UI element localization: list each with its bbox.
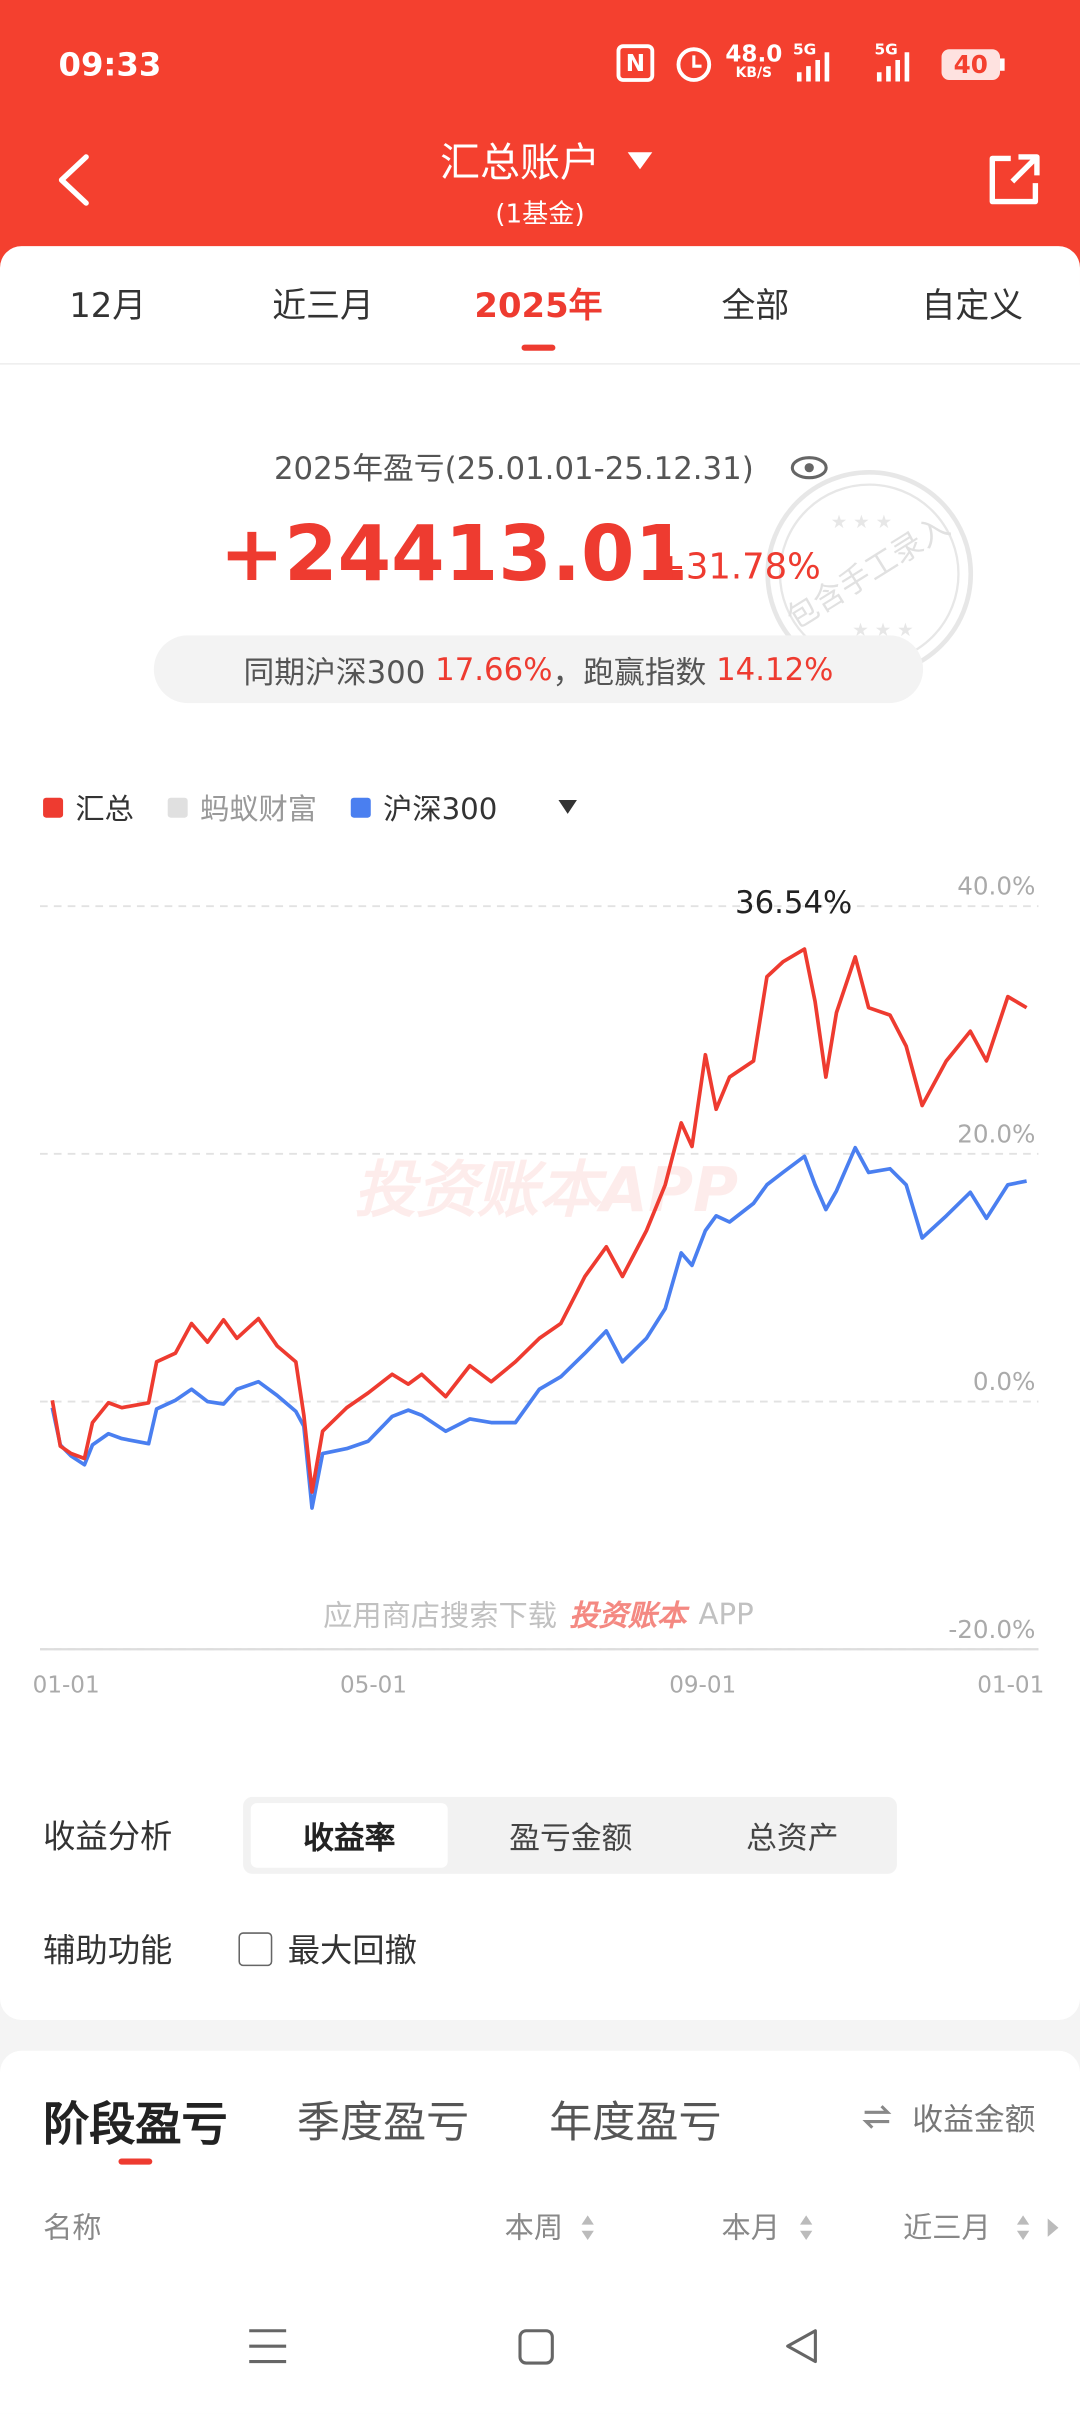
- benchmark-middle: ，跑赢指数: [552, 653, 707, 690]
- eye-outline: [790, 456, 828, 480]
- profit-amount: +24413.01: [219, 509, 689, 599]
- analysis-label: 收益分析: [43, 1818, 173, 1856]
- tools-label: 辅助功能: [43, 1932, 173, 1970]
- status-icons: N: [616, 44, 1005, 82]
- network-speed: 48.0: [725, 39, 783, 68]
- alarm-icon: [676, 47, 712, 82]
- alarm-hands: [692, 55, 702, 68]
- header-title[interactable]: 汇总账户: [439, 140, 601, 187]
- home-icon: [518, 2329, 554, 2365]
- sort-arrows: [799, 2215, 813, 2240]
- visibility-toggle[interactable]: [789, 454, 829, 482]
- speed-unit: KB/S: [735, 66, 773, 82]
- legend-swatch: [167, 797, 188, 818]
- period-tab[interactable]: 全部: [721, 287, 790, 327]
- divider: [0, 363, 1080, 365]
- watermark-hint: 应用商店搜索下载: [323, 1599, 557, 1634]
- watermark-app: APP: [698, 1596, 754, 1631]
- battery-level: 40: [953, 49, 988, 80]
- nav-home[interactable]: [517, 2328, 557, 2368]
- nfc-icon: [616, 44, 655, 82]
- sort-icon: [1016, 2215, 1059, 2240]
- toggle-icon[interactable]: [862, 2103, 893, 2131]
- nav-back[interactable]: [782, 2326, 822, 2366]
- sort-icon: [799, 2215, 813, 2240]
- period-tab[interactable]: 近三月: [272, 287, 374, 327]
- eye-pupil: [804, 463, 814, 473]
- column-header[interactable]: 本周: [504, 2211, 564, 2246]
- profit-tab-underline: [118, 2158, 153, 2165]
- battery-tip: [999, 58, 1005, 71]
- analysis-option[interactable]: 收益率: [303, 1819, 396, 1857]
- profit-tab[interactable]: 年度盈亏: [549, 2096, 722, 2148]
- period-tab[interactable]: 2025年: [474, 287, 603, 327]
- nav-bar: [0, 2292, 1080, 2414]
- nfc-glyph: N: [626, 51, 645, 77]
- legend-item[interactable]: 蚂蚁财富: [167, 787, 317, 829]
- back-arrow: [58, 154, 89, 206]
- checkbox[interactable]: [238, 1932, 273, 1967]
- dropdown-triangle: [627, 152, 653, 170]
- legend: 汇总 蚂蚁财富 沪深300: [43, 787, 497, 829]
- header-subtitle: (1基金): [495, 199, 585, 230]
- column-header[interactable]: 本月: [721, 2211, 781, 2246]
- legend-item[interactable]: 汇总: [43, 787, 134, 829]
- battery-icon: [941, 49, 1000, 80]
- watermark-download: 应用商店搜索下载 投资账本 APP: [323, 1593, 754, 1635]
- menu-icon: [249, 2329, 287, 2364]
- profit-tab[interactable]: 阶段盈亏: [43, 2098, 228, 2153]
- toggle-label[interactable]: 收益金额: [912, 2100, 1036, 2138]
- nav-menu[interactable]: [246, 2326, 289, 2366]
- legend-item[interactable]: 沪深300: [350, 787, 498, 829]
- period-tab[interactable]: 12月: [69, 287, 147, 327]
- back-icon: [786, 2329, 817, 2364]
- signal-label: 5G: [792, 42, 817, 60]
- share-icon: [989, 154, 1040, 205]
- legend-swatch: [350, 797, 371, 818]
- back-button[interactable]: [46, 151, 101, 209]
- column-header[interactable]: 近三月: [903, 2211, 991, 2246]
- benchmark-prefix: 同期沪深300: [243, 653, 426, 690]
- segment-active: [250, 1803, 448, 1868]
- dropdown-triangle: [558, 799, 577, 814]
- column-header: 名称: [43, 2211, 102, 2246]
- tab-underline: [521, 344, 556, 351]
- profit-rate: +31.78%: [656, 547, 821, 588]
- sort-arrows: [1016, 2215, 1059, 2240]
- period-tab[interactable]: 自定义: [921, 287, 1024, 327]
- sort-arrows: [581, 2215, 594, 2240]
- status-time: 09:33: [58, 46, 162, 84]
- legend-dropdown[interactable]: [557, 798, 579, 816]
- legend-label: 汇总: [75, 793, 134, 827]
- signal-label: 5G: [874, 42, 898, 60]
- legend-swatch: [43, 797, 64, 818]
- sort-icon: [581, 2215, 594, 2240]
- watermark-brand-small: 投资账本: [569, 1599, 687, 1634]
- summary-label: 2025年盈亏(25.01.01-25.12.31): [273, 449, 754, 487]
- stamp-stars: ★ ★ ★: [831, 512, 892, 533]
- analysis-option[interactable]: 总资产: [746, 1819, 839, 1857]
- title-dropdown[interactable]: [625, 149, 656, 171]
- profit-tab[interactable]: 季度盈亏: [296, 2096, 470, 2148]
- share-button[interactable]: [985, 151, 1043, 209]
- benchmark-pill: 同期沪深300 17.66% ，跑赢指数 14.12%: [153, 635, 924, 704]
- swap-arrows: [862, 2105, 892, 2129]
- excess-return: 14.12%: [716, 650, 834, 688]
- legend-label: 沪深300: [383, 793, 498, 827]
- signal-bars: [796, 52, 910, 82]
- watermark-brand: 投资账本APP: [354, 1155, 739, 1227]
- index-return: 17.66%: [435, 650, 553, 688]
- max-drawdown-label[interactable]: 最大回撤: [287, 1932, 417, 1970]
- header-background: [0, 0, 1080, 285]
- legend-label: 蚂蚁财富: [200, 793, 317, 827]
- analysis-option[interactable]: 盈亏金额: [509, 1819, 633, 1857]
